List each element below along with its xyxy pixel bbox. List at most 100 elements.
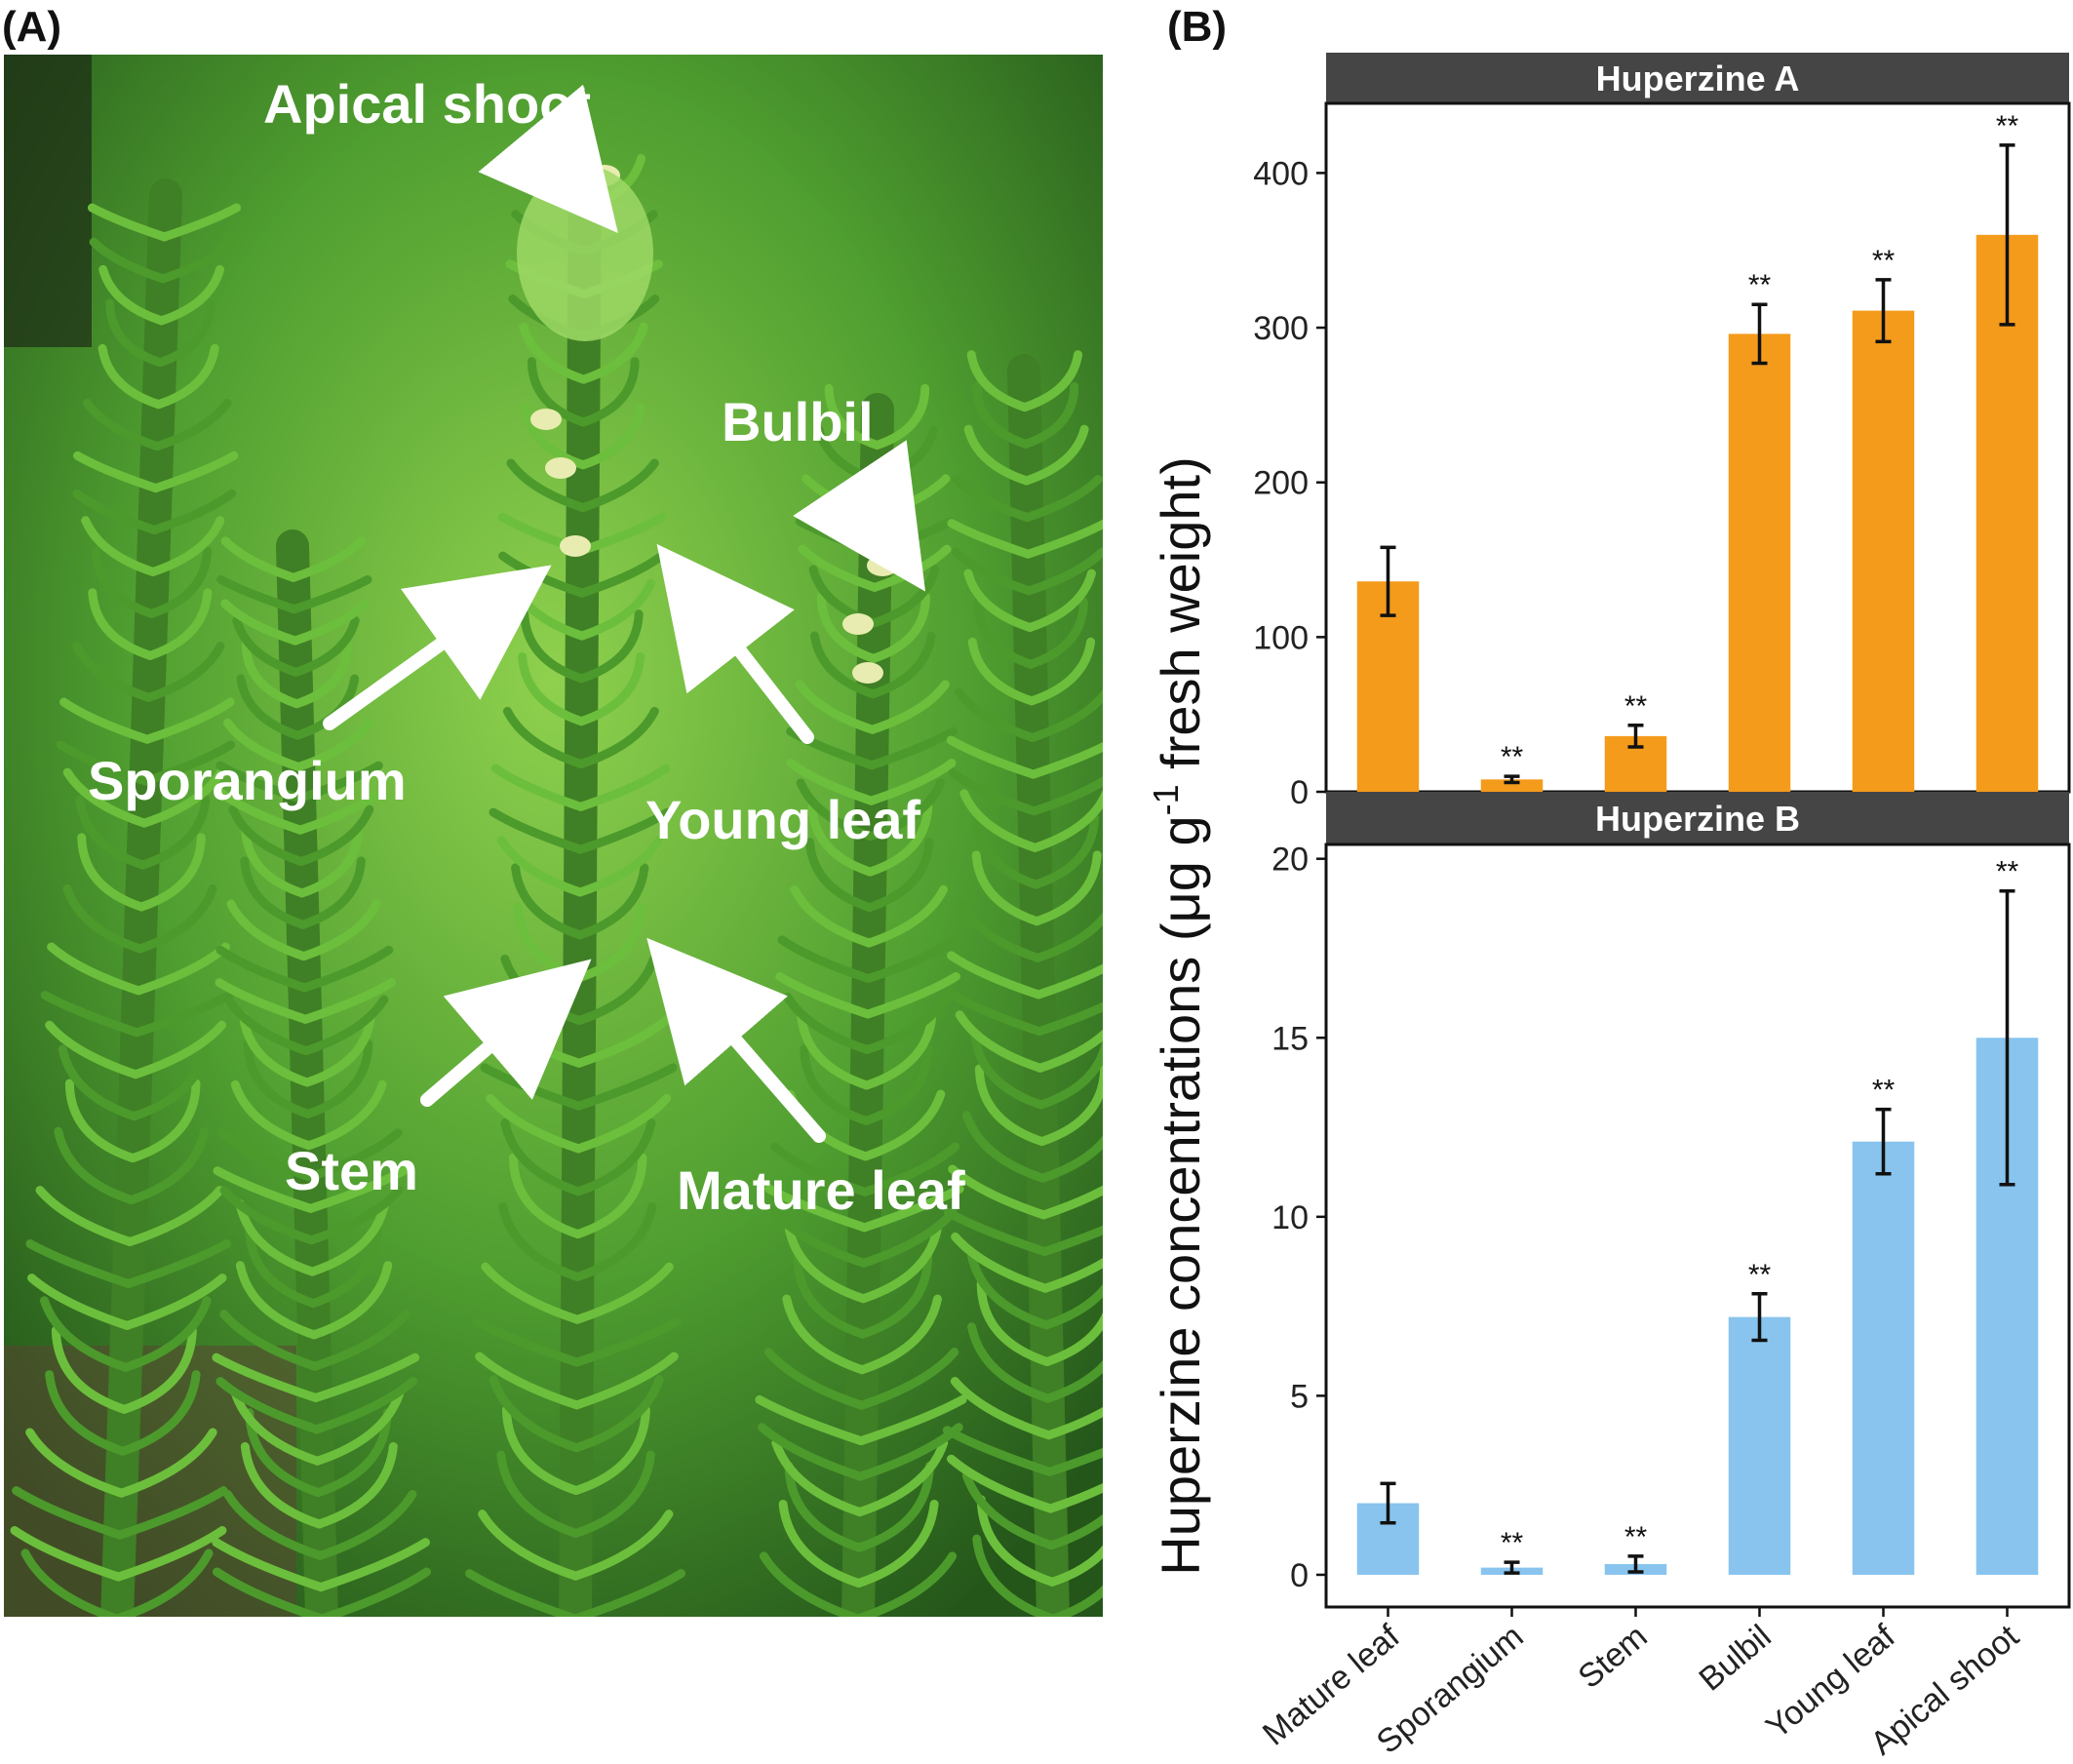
plant-leaf — [971, 850, 1041, 926]
plant-leaf — [317, 1567, 432, 1617]
significance-label: ** — [1624, 1521, 1648, 1553]
plant-leaf — [115, 1486, 228, 1540]
plant-leaf — [573, 1118, 656, 1196]
plant-leaf — [290, 574, 372, 614]
plant-leaf — [579, 322, 648, 384]
plant-leaf — [782, 1294, 867, 1375]
y-tick-label: 0 — [1290, 1557, 1309, 1594]
plant-leaf — [1027, 637, 1096, 706]
plant-leaf — [40, 991, 142, 1038]
plant-leaf — [87, 203, 170, 242]
plant-leaf — [308, 1223, 382, 1308]
plant-leaf — [315, 1489, 417, 1560]
plant-leaf — [576, 651, 645, 726]
arrow-young-leaf — [656, 543, 814, 744]
error-bar — [1504, 1560, 1520, 1575]
sporangium-dot — [852, 662, 883, 684]
plant-leaf — [219, 1310, 320, 1371]
plant-leaf — [88, 588, 155, 660]
plant-leaf — [303, 1039, 373, 1118]
plant-leaf — [105, 298, 165, 368]
plant-leaf — [116, 1428, 217, 1498]
plant-leaf — [289, 536, 367, 582]
plant-leaf — [1047, 1545, 1103, 1587]
plant-leaf — [867, 759, 957, 805]
label-bulbil: Bulbil — [722, 391, 874, 452]
plant-leaf — [62, 767, 149, 828]
plant-leaf — [293, 718, 374, 771]
plant-leaf — [1043, 1359, 1103, 1403]
label-sporangium: Sporangium — [88, 750, 407, 811]
plant-leaf — [1036, 1029, 1103, 1073]
plant-leaf — [778, 1499, 864, 1588]
plant-leaf — [502, 706, 586, 769]
plant-leaf — [862, 993, 952, 1054]
plant-leaf — [215, 761, 304, 804]
plant-leaf — [230, 1079, 314, 1151]
plant-leaf — [952, 474, 1033, 523]
plant-leaf — [1036, 1035, 1103, 1110]
plant-leaf — [967, 1322, 1053, 1403]
plant-leaf — [311, 1352, 420, 1403]
y-tick-label: 5 — [1290, 1378, 1309, 1415]
plant-leaf — [796, 778, 876, 842]
plant-leaf — [958, 899, 1042, 962]
plant-leaf — [574, 902, 645, 983]
plant-leaf — [489, 807, 585, 854]
plant-leaf — [573, 1153, 647, 1239]
plant-leaf — [770, 1142, 870, 1196]
plant-leaf — [137, 795, 211, 870]
plant-leaf — [235, 1261, 319, 1340]
arrow-bulbil — [793, 440, 926, 592]
sporangium-dot — [545, 457, 576, 479]
bar — [1852, 310, 1915, 792]
plant-leaf — [758, 1423, 865, 1481]
plant-leaf — [974, 1064, 1047, 1147]
plant-leaf — [777, 935, 874, 984]
plant-leaf — [1040, 1257, 1103, 1293]
plant-leaf — [800, 1044, 871, 1125]
plant-leaf — [972, 381, 1031, 449]
plant-leaf — [35, 1186, 135, 1247]
plant-leaf — [314, 1442, 398, 1529]
label-mature-leaf: Mature leaf — [677, 1159, 965, 1221]
plant-leaf — [216, 1128, 315, 1182]
plant-leaf — [140, 740, 236, 786]
plant-leaf — [771, 1438, 865, 1517]
plant-leaf — [145, 588, 213, 660]
plant-leaf — [951, 547, 1034, 596]
plant-leaf — [295, 789, 383, 835]
plant-leaf — [809, 631, 878, 699]
plant-leaf — [1023, 474, 1103, 523]
plant-leaf — [51, 1325, 129, 1414]
plant-leaf — [519, 322, 589, 384]
plant-leaf — [784, 1461, 864, 1552]
plant-leaf — [72, 641, 153, 702]
plant-leaf — [47, 942, 143, 996]
plant-leaf — [521, 403, 588, 470]
plant-leaf — [786, 726, 877, 770]
plant-leaf — [89, 237, 168, 284]
plant-leaf — [82, 398, 162, 451]
plant-leaf — [855, 1438, 949, 1517]
y-tick-label: 100 — [1253, 619, 1309, 656]
plant-leaf — [298, 856, 366, 929]
panel-huperzine-a: Huperzine A 0 100 200 300 400 ** ** ** ** ** — [1253, 53, 2071, 811]
plant-leaf — [867, 726, 958, 770]
bar — [1728, 333, 1791, 792]
arrow-mature-leaf — [646, 937, 826, 1143]
plant-leaf — [213, 1166, 316, 1213]
plant-leaf — [304, 1079, 387, 1151]
plant-leaf — [759, 1551, 863, 1617]
plant-leaf — [77, 833, 146, 912]
plant-leaf — [755, 1394, 866, 1446]
bar — [1975, 234, 2039, 792]
plant-leaf — [577, 578, 656, 641]
facet-title: Huperzine A — [1596, 59, 1800, 98]
plant-leaf — [576, 764, 671, 811]
bar — [1852, 1141, 1915, 1575]
plant-leaf — [1030, 790, 1103, 852]
label-apical-shoot: Apical shoot — [263, 73, 591, 135]
plant-leaf — [857, 1294, 942, 1375]
plant-leaf — [217, 789, 305, 835]
